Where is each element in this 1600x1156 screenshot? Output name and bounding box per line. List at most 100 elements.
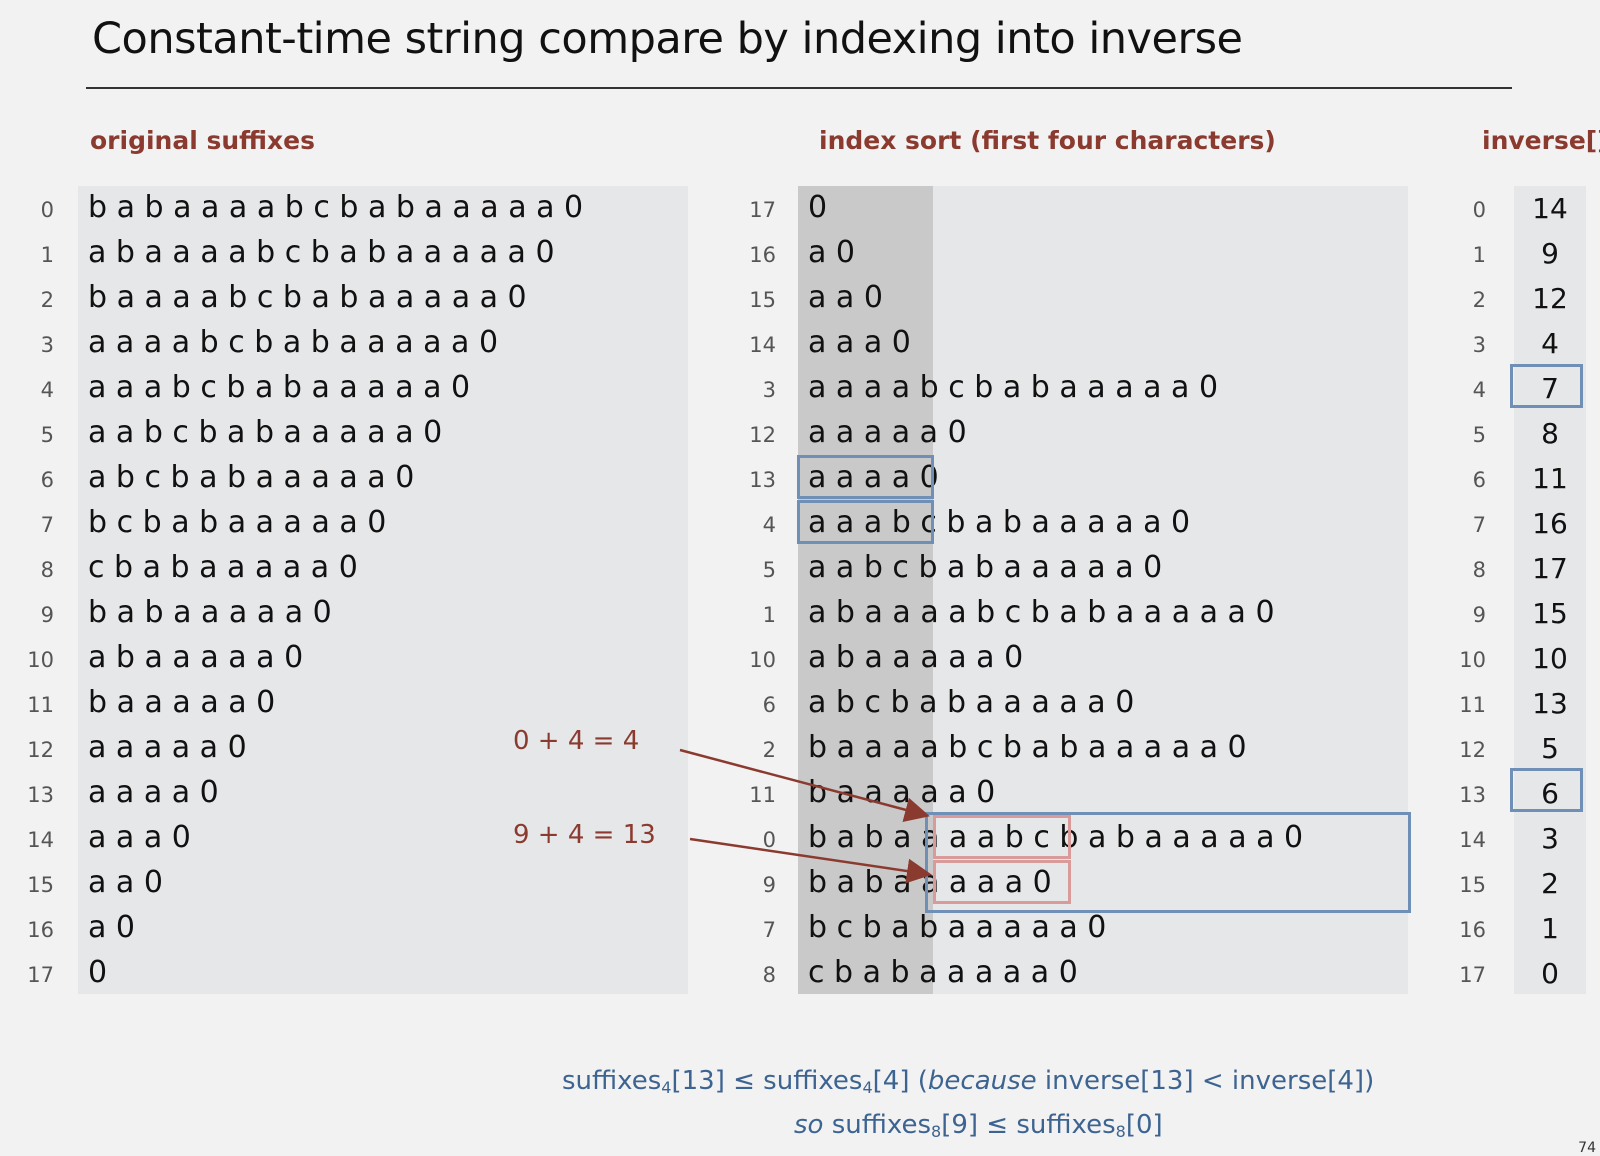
page-number: 74 (1578, 1140, 1596, 1156)
original-suffix-text: b a b a a a a a 0 (88, 595, 332, 630)
original-suffixes-header: original suffixes (90, 126, 315, 155)
compare-box-4 (797, 500, 934, 544)
original-row-index: 3 (40, 333, 54, 357)
sorted-suffix-text: a a a 0 (808, 325, 911, 360)
inverse-value: 9 (1541, 237, 1559, 270)
original-suffix-text: a a a a a 0 (88, 730, 247, 765)
arrow-eq1 (679, 748, 930, 822)
inverse-box-13 (1510, 768, 1583, 812)
sorted-row-index: 16 (749, 243, 776, 267)
sorted-suffix-text: a a a a 0 (808, 460, 939, 495)
sorted-row-index: 1 (762, 603, 776, 627)
inverse-value: 15 (1532, 597, 1568, 630)
sorted-suffix-text: a b a a a a b c b a b a a a a a 0 (808, 595, 1275, 630)
sorted-row-index: 12 (749, 423, 776, 447)
offset-equation-9: 9 + 4 = 13 (513, 820, 656, 850)
inverse-row-index: 9 (1472, 603, 1486, 627)
inverse-value: 2 (1541, 867, 1559, 900)
original-suffix-text: a a a 0 (88, 820, 191, 855)
sorted-row-index: 8 (762, 963, 776, 987)
inverse-value: 10 (1532, 642, 1568, 675)
inverse-row-index: 10 (1459, 648, 1486, 672)
sorted-suffix-text: b a a a a b c b a b a a a a a 0 (808, 730, 1247, 765)
original-row-index: 17 (27, 963, 54, 987)
original-suffix-text: a b a a a a b c b a b a a a a a 0 (88, 235, 555, 270)
sorted-row-index: 10 (749, 648, 776, 672)
offset-equation-0: 0 + 4 = 4 (513, 726, 640, 756)
original-row-index: 9 (40, 603, 54, 627)
original-row-index: 8 (40, 558, 54, 582)
inverse-row-index: 13 (1459, 783, 1486, 807)
inverse-value: 14 (1532, 192, 1568, 225)
sorted-row-index: 17 (749, 198, 776, 222)
original-suffix-text: b a b a a a a b c b a b a a a a a 0 (88, 190, 584, 225)
sorted-row-index: 3 (762, 378, 776, 402)
sorted-row-index: 7 (762, 918, 776, 942)
inverse-row-index: 7 (1472, 513, 1486, 537)
sorted-row-index: 0 (762, 828, 776, 852)
sorted-row-index: 2 (762, 738, 776, 762)
original-row-index: 14 (27, 828, 54, 852)
page-title: Constant-time string compare by indexing… (92, 14, 1243, 64)
inverse-value: 7 (1541, 372, 1559, 405)
original-suffix-text: a a b c b a b a a a a a 0 (88, 415, 443, 450)
inverse-row-index: 6 (1472, 468, 1486, 492)
inverse-row-index: 0 (1472, 198, 1486, 222)
sorted-suffix-text: a a a b c b a b a a a a a 0 (808, 505, 1191, 540)
arrow-eq2 (689, 837, 932, 884)
original-row-index: 7 (40, 513, 54, 537)
original-suffix-text: a a a a b c b a b a a a a a 0 (88, 325, 499, 360)
inverse-row-index: 8 (1472, 558, 1486, 582)
inverse-panel (1514, 186, 1586, 994)
original-suffix-text: a a a b c b a b a a a a a 0 (88, 370, 471, 405)
sorted-suffix-text: a a a a b c b a b a a a a a 0 (808, 370, 1219, 405)
inverse-value: 8 (1541, 417, 1559, 450)
offset-box-0 (933, 815, 1071, 859)
inverse-value: 17 (1532, 552, 1568, 585)
inverse-value: 16 (1532, 507, 1568, 540)
sorted-row-index: 13 (749, 468, 776, 492)
original-suffix-text: b c b a b a a a a a 0 (88, 505, 387, 540)
inverse-value: 5 (1541, 732, 1559, 765)
sorted-row-index: 5 (762, 558, 776, 582)
original-row-index: 15 (27, 873, 54, 897)
original-suffix-text: b a a a a a 0 (88, 685, 276, 720)
inverse-value: 6 (1541, 777, 1559, 810)
title-divider (86, 87, 1512, 89)
original-row-index: 0 (40, 198, 54, 222)
original-row-index: 2 (40, 288, 54, 312)
original-suffix-text: a 0 (88, 910, 136, 945)
inverse-value: 3 (1541, 822, 1559, 855)
original-row-index: 11 (27, 693, 54, 717)
original-row-index: 1 (40, 243, 54, 267)
compare-box-13 (797, 455, 934, 499)
original-row-index: 13 (27, 783, 54, 807)
original-suffix-text: a b a a a a a 0 (88, 640, 304, 675)
sorted-suffix-text: a b a a a a a 0 (808, 640, 1024, 675)
sorted-suffix-text: c b a b a a a a a 0 (808, 955, 1078, 990)
original-suffix-text: a a 0 (88, 865, 163, 900)
inverse-row-index: 14 (1459, 828, 1486, 852)
original-row-index: 6 (40, 468, 54, 492)
sorted-row-index: 15 (749, 288, 776, 312)
note-line-1: suffixes4[13] ≤ suffixes4[4] (because in… (562, 1066, 1375, 1097)
inverse-value: 11 (1532, 462, 1568, 495)
sorted-row-index: 11 (749, 783, 776, 807)
sorted-row-index: 9 (762, 873, 776, 897)
sorted-suffix-text: 0 (808, 190, 828, 225)
sorted-suffix-text: b a a a a a 0 (808, 775, 996, 810)
inverse-row-index: 4 (1472, 378, 1486, 402)
sorted-suffix-text: a a a a a 0 (808, 415, 967, 450)
note-line-2: so suffixes8[9] ≤ suffixes8[0] (794, 1110, 1163, 1141)
sorted-suffix-text: a 0 (808, 235, 856, 270)
inverse-row-index: 1 (1472, 243, 1486, 267)
sorted-row-index: 6 (762, 693, 776, 717)
inverse-value: 0 (1541, 957, 1559, 990)
inverse-value: 12 (1532, 282, 1568, 315)
inverse-row-index: 15 (1459, 873, 1486, 897)
inverse-row-index: 2 (1472, 288, 1486, 312)
inverse-row-index: 3 (1472, 333, 1486, 357)
original-row-index: 4 (40, 378, 54, 402)
inverse-header: inverse[] (1482, 126, 1600, 155)
